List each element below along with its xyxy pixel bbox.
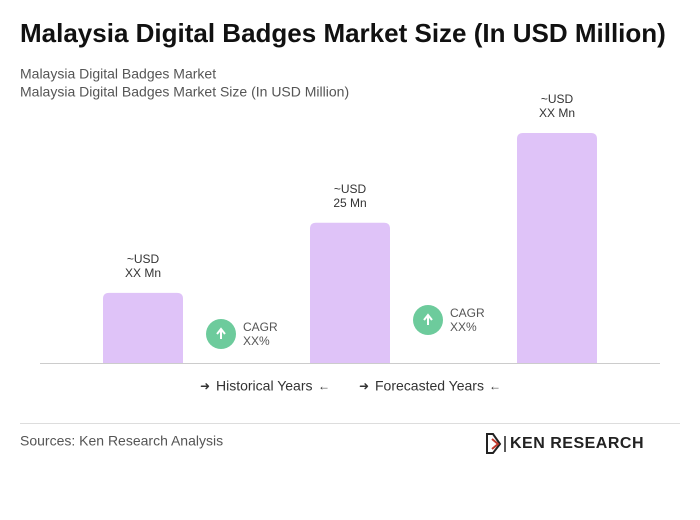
bar [310, 222, 390, 363]
cagr-value: XX% [450, 320, 477, 334]
value-label: XX Mn [125, 266, 161, 280]
logo-icon [486, 433, 502, 454]
logo-icon [491, 438, 500, 450]
logo: KEN RESEARCH [486, 433, 644, 454]
bar [103, 292, 183, 363]
value-label: 25 Mn [333, 196, 366, 210]
value-label: ~USD [334, 182, 367, 196]
bar [517, 133, 597, 363]
legend-arrow: ← [318, 379, 330, 393]
cagr-label: CAGR [450, 306, 485, 320]
source: Sources: Ken Research Analysis [20, 433, 223, 449]
logo-text: KEN RESEARCH [510, 435, 644, 452]
legend: ➜ Historical Years ← ➜ Forecasted Years … [200, 378, 501, 394]
value-label: XX Mn [539, 106, 575, 120]
chart-title: Malaysia Digital Badges Market Size (In … [20, 18, 666, 48]
value-label: ~USD [127, 252, 160, 266]
legend-arrow: ← [489, 379, 501, 393]
subtitle: Malaysia Digital Badges Market Size (In … [20, 84, 349, 100]
cagr-arrow [216, 327, 226, 339]
subtitle: Malaysia Digital Badges Market [20, 66, 216, 82]
legend-label: Historical Years [216, 378, 313, 394]
legend-label: Forecasted Years [375, 378, 484, 394]
cagr-value: XX% [243, 334, 270, 348]
value-label: ~USD [541, 92, 574, 106]
legend-arrow: ➜ [200, 379, 210, 393]
legend-arrow: ➜ [359, 379, 369, 393]
cagr-arrow [423, 313, 433, 325]
cagr-label: CAGR [243, 320, 278, 334]
